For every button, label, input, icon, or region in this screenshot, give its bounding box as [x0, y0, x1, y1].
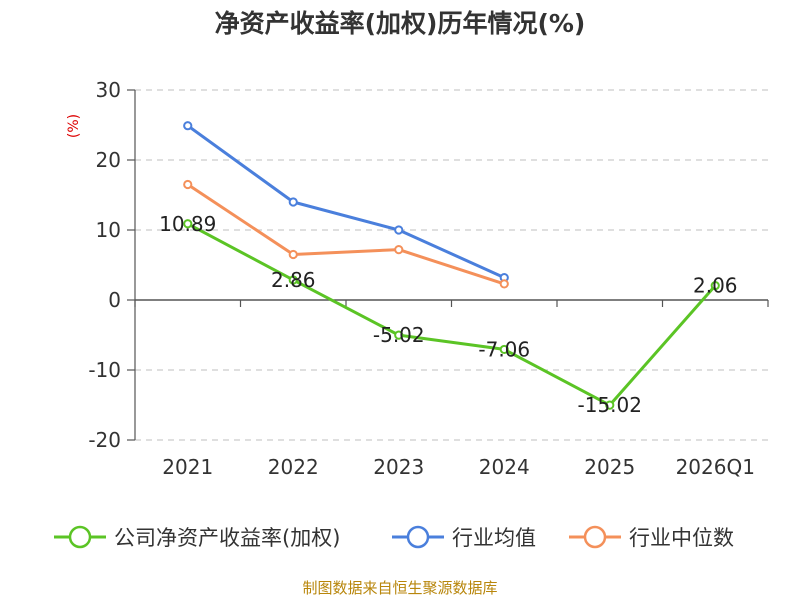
data-labels: 10.89 2.86 -5.02 -7.06 -15.02 2.06 — [159, 212, 737, 417]
data-point[interactable] — [183, 121, 193, 131]
series-0 — [183, 219, 720, 410]
data-point[interactable] — [288, 275, 298, 285]
y-tick-label: 20 — [96, 148, 121, 172]
series-line — [187, 222, 717, 407]
chart-title: 净资产收益率(加权)历年情况(%) — [215, 9, 586, 38]
y-tick-label: 30 — [96, 78, 121, 102]
data-point[interactable] — [499, 344, 509, 355]
y-tick-label: 0 — [108, 288, 121, 312]
legend-label: 公司净资产收益率(加权) — [114, 526, 340, 550]
data-point[interactable] — [394, 330, 404, 340]
y-axis-label: (%) — [66, 114, 82, 138]
legend[interactable]: 公司净资产收益率(加权) 行业均值 行业中位数 — [54, 525, 734, 550]
data-label: 2.06 — [693, 274, 738, 298]
data-label: -7.06 — [478, 337, 530, 361]
legend-item[interactable]: 行业中位数 — [569, 525, 734, 550]
data-label: 2.86 — [271, 268, 316, 292]
legend-item[interactable]: 行业均值 — [392, 525, 536, 550]
grid-lines — [135, 89, 768, 441]
x-tick-label: 2021 — [162, 455, 213, 479]
series-2 — [183, 179, 509, 289]
y-tick-label: -20 — [88, 428, 121, 452]
series-line — [186, 183, 505, 286]
series-1 — [183, 121, 509, 283]
data-point[interactable] — [394, 245, 404, 255]
legend-item[interactable]: 公司净资产收益率(加权) — [54, 525, 340, 550]
y-tick-label: -10 — [88, 358, 121, 382]
source-note: 制图数据来自恒生聚源数据库 — [302, 579, 497, 597]
data-point[interactable] — [183, 219, 193, 229]
data-label: -5.02 — [373, 323, 425, 347]
axes: -20 -10 0 10 20 30 2021 2022 2023 2024 2025 2026Q1 — [88, 78, 769, 479]
data-point[interactable] — [394, 225, 404, 235]
legend-marker-icon — [583, 525, 607, 549]
data-point[interactable] — [710, 280, 720, 291]
legend-marker-icon — [68, 525, 92, 549]
y-tick-label: 10 — [96, 218, 121, 242]
data-point[interactable] — [605, 400, 615, 410]
plot-area — [183, 121, 720, 410]
data-label: 10.89 — [159, 212, 216, 236]
x-tick-label: 2026Q1 — [676, 455, 755, 479]
data-point[interactable] — [499, 279, 509, 289]
series-line — [186, 124, 505, 279]
x-tick-label: 2023 — [373, 455, 424, 479]
legend-label: 行业均值 — [452, 526, 536, 550]
legend-marker-icon — [406, 525, 430, 549]
x-tick-label: 2022 — [268, 455, 319, 479]
legend-label: 行业中位数 — [629, 526, 734, 550]
data-point[interactable] — [183, 179, 193, 190]
x-tick-label: 2024 — [479, 455, 530, 479]
data-point[interactable] — [288, 197, 298, 207]
x-tick-label: 2025 — [584, 455, 635, 479]
data-point[interactable] — [288, 249, 298, 260]
data-label: -15.02 — [578, 393, 642, 417]
